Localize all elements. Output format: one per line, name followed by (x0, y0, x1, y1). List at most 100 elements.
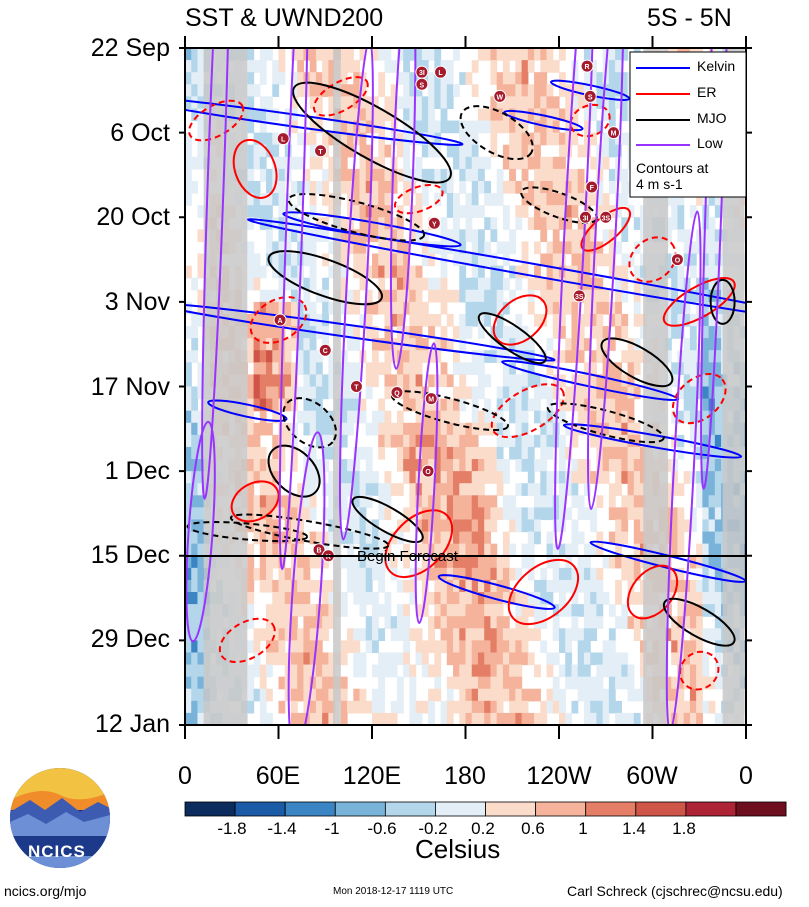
sst-cell (403, 374, 410, 388)
sst-cell (602, 156, 610, 170)
sst-cell (496, 386, 504, 400)
sst-cell (428, 289, 435, 303)
sst-cell (615, 459, 622, 472)
sst-cell (677, 434, 685, 448)
sst-cell (521, 555, 529, 569)
sst-cell (477, 168, 485, 182)
sst-cell (378, 229, 386, 243)
svg-text:3I: 3I (419, 70, 425, 77)
sst-cell (365, 193, 373, 206)
sst-cell (608, 495, 616, 508)
sst-cell (372, 471, 379, 484)
sst-cell (696, 483, 703, 496)
low-contour (665, 210, 702, 725)
sst-cell (565, 628, 573, 641)
sst-cell (683, 604, 691, 617)
sst-cell (608, 555, 616, 569)
sst-cell (509, 84, 516, 97)
svg-text:O: O (675, 258, 681, 265)
sst-cell (565, 676, 573, 690)
sst-cell (671, 483, 679, 496)
sst-cell (297, 132, 305, 146)
sst-cell (465, 120, 473, 134)
sst-cell (490, 664, 498, 678)
sst-cell (509, 519, 516, 533)
sst-cell (197, 108, 205, 122)
sst-cell (502, 144, 510, 158)
sst-cell (315, 96, 323, 110)
sst-cell (446, 616, 454, 629)
sst-cell (471, 579, 479, 593)
sst-cell (440, 229, 448, 243)
sst-cell (340, 555, 348, 569)
sst-cell (247, 180, 255, 194)
sst-cell (515, 386, 523, 400)
sst-cell (527, 398, 535, 412)
sst-cell (708, 422, 716, 436)
sst-cell (559, 543, 566, 557)
region-label: 5S - 5N (647, 4, 732, 32)
sst-cell (453, 205, 460, 218)
sst-cell (527, 60, 535, 73)
sst-cell (509, 640, 516, 654)
sst-cell (284, 313, 292, 327)
sst-cell (309, 60, 317, 73)
sst-cell (689, 700, 697, 714)
sst-cell (272, 495, 280, 508)
sst-cell (384, 555, 392, 569)
sst-cell (471, 60, 479, 73)
sst-cell (247, 555, 255, 569)
sst-cell (608, 241, 616, 255)
sst-cell (353, 362, 361, 376)
sst-cell (191, 108, 199, 122)
svg-text:S: S (588, 94, 593, 101)
sst-cell (615, 132, 622, 146)
sst-cell (347, 48, 354, 61)
sst-cell (571, 604, 579, 617)
sst-cell (434, 289, 442, 303)
sst-cell (322, 72, 329, 85)
cyclone-marker: F (585, 180, 599, 194)
sst-cell (384, 326, 392, 339)
sst-cell (683, 676, 691, 690)
sst-cell (453, 241, 460, 255)
missing-data-band (203, 48, 248, 725)
sst-cell (515, 374, 523, 388)
sst-cell (440, 555, 448, 569)
sst-cell (708, 543, 716, 557)
sst-cell (477, 700, 485, 714)
sst-cell (509, 48, 516, 61)
sst-cell (359, 592, 367, 605)
sst-cell (453, 507, 460, 521)
sst-cell (396, 253, 404, 267)
sst-cell (409, 592, 417, 605)
sst-cell (714, 555, 722, 569)
sst-cell (696, 422, 703, 436)
sst-cell (596, 410, 604, 424)
sst-cell (515, 519, 523, 533)
sst-cell (340, 410, 348, 424)
sst-cell (340, 180, 348, 194)
sst-cell (534, 205, 541, 218)
sst-cell (496, 301, 504, 315)
sst-cell (615, 205, 622, 218)
sst-cell (465, 688, 473, 702)
sst-cell (434, 640, 442, 654)
sst-cell (496, 410, 504, 424)
sst-cell (309, 483, 317, 496)
sst-cell (266, 422, 273, 436)
sst-cell (509, 434, 516, 448)
sst-cell (459, 313, 467, 327)
sst-cell (577, 422, 585, 436)
y-tick-label: 12 Jan (94, 710, 170, 738)
colorbar-swatch (384, 801, 436, 817)
sst-cell (266, 144, 273, 158)
sst-cell (403, 652, 410, 666)
sst-cell (583, 338, 591, 351)
footer-url[interactable]: ncics.org/mjo (4, 883, 87, 899)
sst-cell (677, 313, 685, 327)
sst-cell (396, 289, 404, 303)
sst-cell (446, 84, 454, 97)
sst-cell (322, 604, 329, 617)
